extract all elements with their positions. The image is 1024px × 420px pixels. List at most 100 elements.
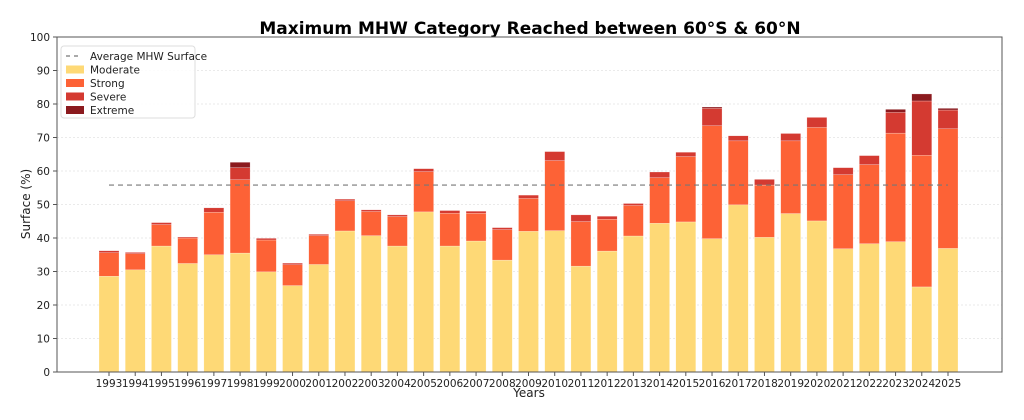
bar-severe-2019: [780, 133, 801, 142]
bar-moderate-2000: [282, 285, 303, 373]
y-tick-label: 60: [37, 166, 50, 178]
bar-moderate-2003: [360, 235, 382, 373]
bar-moderate-2018: [754, 237, 775, 373]
bar-severe-1996: [177, 236, 198, 239]
x-tick-label: 2002: [332, 378, 359, 390]
x-tick-label: 2011: [568, 378, 595, 390]
bar-moderate-2009: [518, 231, 539, 373]
bar-severe-2004: [387, 214, 408, 217]
bar-severe-2014: [649, 171, 670, 178]
bar-moderate-2007: [465, 240, 487, 373]
bar-strong-2000: [282, 264, 303, 286]
x-tick-label: 1998: [227, 378, 254, 390]
bar-extreme-1998: [229, 162, 251, 168]
x-tick-label: 2024: [908, 378, 935, 390]
x-tick-label: 2008: [489, 378, 516, 390]
bar-moderate-2022: [859, 243, 880, 373]
bar-moderate-2024: [911, 286, 932, 373]
bar-severe-1997: [203, 207, 225, 213]
bar-strong-2002: [334, 200, 356, 232]
bar-severe-2023: [885, 112, 906, 134]
bar-severe-2013: [623, 203, 644, 206]
x-tick-label: 2005: [410, 378, 437, 390]
bar-moderate-2004: [387, 245, 408, 373]
x-tick-label: 1995: [148, 378, 175, 390]
bar-severe-2022: [859, 155, 880, 165]
bar-severe-2017: [728, 135, 749, 142]
x-tick-label: 2007: [463, 378, 490, 390]
bar-strong-2017: [728, 140, 749, 206]
y-tick-label: 50: [37, 200, 50, 212]
y-tick-label: 20: [37, 300, 50, 312]
bar-severe-2015: [675, 152, 697, 157]
bar-severe-2000: [282, 262, 303, 265]
y-tick-label: 40: [37, 233, 50, 245]
bar-moderate-2023: [885, 241, 906, 373]
x-tick-label: 1999: [253, 378, 280, 390]
bar-strong-2006: [439, 213, 461, 247]
x-axis-ticks: 1993 1994 1995 1996 1997 1998 1999 2000 2001 2002…: [96, 372, 961, 390]
x-tick-label: 2004: [384, 378, 411, 390]
legend-swatch-moderate: [66, 65, 84, 74]
x-tick-label: 2016: [699, 378, 726, 390]
bar-moderate-1999: [256, 271, 277, 373]
bar-severe-2001: [308, 234, 329, 236]
x-tick-label: 2000: [279, 378, 306, 390]
bar-moderate-1993: [98, 275, 120, 373]
y-tick-label: 90: [37, 66, 50, 78]
y-tick-label: 80: [37, 99, 50, 111]
bar-strong-2021: [832, 174, 854, 249]
x-tick-label: 2018: [751, 378, 778, 390]
bar-moderate-2011: [570, 265, 592, 373]
x-tick-label: 2014: [646, 378, 673, 390]
x-tick-label: 2012: [594, 378, 621, 390]
legend-swatch-extreme: [66, 106, 84, 114]
x-tick-label: 2003: [358, 378, 385, 390]
bar-moderate-1996: [177, 263, 198, 373]
bar-severe-2024: [911, 100, 932, 156]
x-tick-label: 2023: [882, 378, 909, 390]
x-tick-label: 1997: [201, 378, 228, 390]
x-tick-label: 1994: [122, 378, 149, 390]
bar-moderate-1998: [229, 252, 251, 373]
bar-moderate-2012: [596, 250, 618, 373]
bar-moderate-2014: [649, 223, 670, 373]
legend-label: Average MHW Surface: [90, 51, 207, 63]
bar-severe-2006: [439, 210, 461, 214]
bar-strong-2012: [596, 219, 618, 252]
bar-severe-1999: [256, 238, 277, 241]
x-tick-label: 1996: [174, 378, 201, 390]
bar-extreme-2024: [911, 93, 932, 102]
bar-moderate-2019: [780, 213, 801, 373]
bar-severe-2025: [937, 109, 959, 129]
bar-strong-2011: [570, 221, 592, 267]
x-tick-label: 2006: [436, 378, 463, 390]
y-axis-ticks: 0 10 20 30 40 50 60 70 80 90 100: [30, 32, 57, 379]
bar-moderate-2021: [832, 248, 854, 373]
y-tick-label: 10: [37, 334, 50, 346]
bar-strong-2024: [911, 155, 932, 288]
bar-severe-2020: [806, 117, 828, 128]
bar-extreme-2016: [701, 106, 723, 109]
bar-moderate-2002: [334, 230, 356, 373]
bar-moderate-2017: [728, 204, 749, 373]
bar-strong-1997: [203, 212, 225, 255]
bar-strong-2009: [518, 198, 539, 232]
bar-strong-2015: [675, 156, 697, 223]
bar-strong-2004: [387, 216, 408, 247]
x-tick-label: 1993: [96, 378, 123, 390]
chart-title: Maximum MHW Category Reached between 60°…: [259, 19, 800, 39]
bar-severe-2021: [832, 167, 854, 175]
bar-moderate-2005: [413, 211, 434, 373]
bar-severe-2010: [544, 151, 565, 161]
bar-moderate-1994: [125, 269, 146, 373]
legend-box: [60, 45, 196, 119]
bar-strong-2016: [701, 125, 723, 239]
bar-strong-2001: [308, 235, 329, 265]
bar-strong-2020: [806, 127, 828, 222]
bar-strong-1996: [177, 237, 198, 264]
bar-severe-1998: [229, 167, 251, 180]
x-tick-label: 2015: [672, 378, 699, 390]
bar-severe-2005: [413, 168, 434, 172]
